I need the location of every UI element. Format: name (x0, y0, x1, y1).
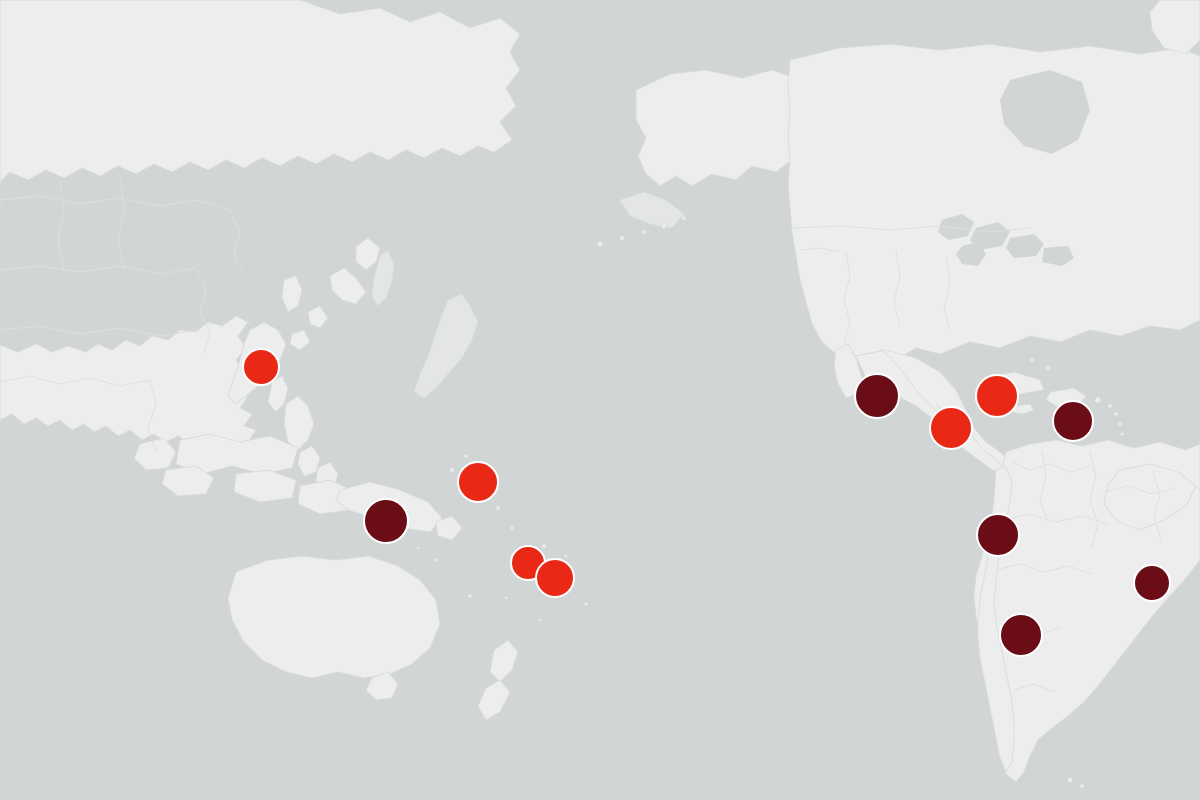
marker-brazil-northeast[interactable] (1133, 564, 1171, 602)
marker-taiwan[interactable] (242, 348, 280, 386)
marker-vanuatu[interactable] (535, 558, 575, 598)
marker-mexico[interactable] (854, 373, 900, 419)
marker-micronesia[interactable] (457, 461, 499, 503)
marker-cuba[interactable] (975, 374, 1019, 418)
marker-peru[interactable] (976, 513, 1020, 557)
landmass-south-america (973, 439, 1200, 789)
marker-papua-new-guinea[interactable] (363, 498, 409, 544)
marker-trinidad[interactable] (1052, 400, 1094, 442)
marker-costa-rica[interactable] (929, 406, 973, 450)
landmass-asia (0, 0, 589, 721)
marker-chile[interactable] (999, 613, 1043, 657)
